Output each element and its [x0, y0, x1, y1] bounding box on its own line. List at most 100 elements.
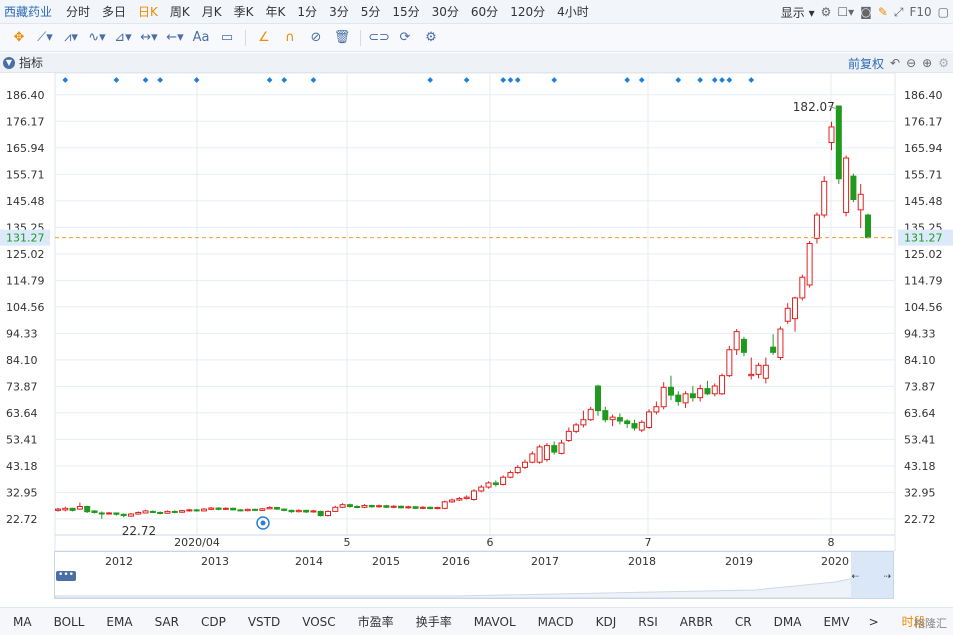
zoom-in-icon[interactable]: ⊕	[922, 56, 933, 70]
indicator-tab[interactable]: MA	[13, 614, 32, 629]
indicator-tab[interactable]: SAR	[154, 614, 179, 629]
period-segment-tab[interactable]: 时段	[901, 615, 926, 629]
time-navigator[interactable]: ••• ⇠ ⇢ 2012 2013 2014 2015 2016 2017 2018 2019…	[54, 551, 894, 599]
period-tab[interactable]: 30分	[431, 5, 459, 19]
square-icon[interactable]: ▢	[937, 5, 949, 19]
event-marker	[551, 77, 558, 83]
candle-body	[667, 386, 674, 396]
period-tab[interactable]: 周K	[169, 5, 190, 19]
indicator-tab[interactable]: MAVOL	[473, 614, 516, 629]
gear-icon[interactable]: ⚙	[425, 30, 437, 45]
indicator-tab[interactable]: VOSC	[302, 614, 336, 629]
candle-body	[587, 408, 594, 421]
period-tab[interactable]: 分时	[66, 5, 91, 19]
indicator-tab[interactable]: 市盈率	[357, 615, 394, 629]
display-dropdown[interactable]: 显示 ▾	[781, 4, 815, 21]
candle-body	[573, 424, 580, 432]
polyline-tool-icon[interactable]: ⩘▾	[64, 30, 78, 45]
y-tick-label-left: 32.95	[6, 486, 38, 499]
link-icon[interactable]: ⊂⊃	[368, 30, 390, 45]
indicator-tab[interactable]: MACD	[537, 614, 574, 629]
fib-tool-icon[interactable]: ⊿▾	[114, 30, 132, 45]
indicator-tab[interactable]: CDP	[200, 614, 226, 629]
indicator-tab[interactable]: KDJ	[595, 614, 617, 629]
y-tick-label-right: 53.41	[904, 433, 936, 446]
candle-body	[135, 511, 142, 515]
line-tool-icon[interactable]: ⟋▾	[37, 30, 53, 45]
comment-tool-icon[interactable]: ▭	[220, 30, 234, 45]
adjust-dropdown[interactable]: 前复权	[848, 56, 885, 71]
candle-body	[711, 385, 718, 395]
text-tool-icon[interactable]: Aa	[192, 30, 210, 45]
navigator-selection[interactable]	[851, 552, 893, 598]
current-price-box-left	[0, 229, 50, 246]
candle-body	[558, 442, 565, 454]
period-tab[interactable]: 120分	[510, 5, 546, 19]
navigator-handle-left[interactable]: •••	[56, 571, 76, 581]
camera-icon[interactable]: ◙	[860, 5, 872, 19]
range-tool-icon[interactable]: ↔▾	[140, 30, 158, 45]
navigator-year-label: 2012	[105, 555, 133, 568]
color-box-icon[interactable]: ☐▾	[837, 5, 855, 19]
candle-body	[179, 510, 186, 513]
magnet-icon[interactable]: ∩	[285, 30, 295, 45]
more-indicators-arrow[interactable]: >	[868, 614, 879, 629]
period-tab[interactable]: 3分	[329, 5, 349, 19]
arrow-tool-icon[interactable]: ←▾	[166, 30, 184, 45]
sync-icon[interactable]: ⟳	[399, 30, 411, 45]
candle-body	[719, 375, 726, 395]
navigator-sparkline	[55, 577, 893, 598]
indicator-tab[interactable]: EMA	[106, 614, 133, 629]
candlestick-chart[interactable]: 186.40 186.40 176.17 176.17 165.94 165.94 155.…	[0, 73, 953, 551]
candle-body	[441, 501, 448, 509]
zoom-out-icon[interactable]: ⊖	[906, 56, 917, 70]
y-tick-label-right: 84.10	[904, 354, 936, 367]
wave-tool-icon[interactable]: ∿▾	[88, 30, 106, 45]
candle-body	[295, 509, 302, 513]
period-tab[interactable]: 日K	[138, 5, 158, 19]
current-price-label-left: 131.27	[6, 232, 45, 245]
pencil-icon[interactable]: ✎	[877, 5, 888, 19]
f10-button[interactable]: F10	[909, 5, 932, 19]
y-tick-label-left: 22.72	[6, 513, 38, 526]
period-tab[interactable]: 1分	[297, 5, 318, 19]
trash-icon[interactable]: 🗑	[333, 30, 351, 45]
period-tab[interactable]: 4小时	[557, 5, 589, 19]
settings-icon[interactable]: ⚙	[938, 56, 949, 70]
navigator-year-label: 2016	[442, 555, 470, 568]
period-tab[interactable]: 季K	[233, 5, 254, 19]
period-tab[interactable]: 多日	[102, 5, 127, 19]
plot-area	[54, 73, 896, 551]
hide-icon[interactable]: ⊘	[310, 30, 322, 45]
ruler-icon[interactable]: ∠	[258, 30, 270, 45]
stock-name[interactable]: 西藏药业	[4, 5, 53, 19]
candle-body	[536, 446, 543, 463]
period-tab[interactable]: 年K	[265, 5, 286, 19]
indicator-tab[interactable]: 换手率	[415, 615, 452, 629]
indicator-tab[interactable]: CR	[734, 614, 752, 629]
left-arrow-icon[interactable]: ⇠	[851, 572, 859, 582]
indicator-tab[interactable]: DMA	[773, 614, 802, 629]
settings-icon[interactable]: ⚙	[820, 5, 832, 19]
collapse-icon[interactable]: ▼	[3, 56, 15, 69]
max-price-pointer	[828, 105, 837, 110]
move-cross-icon[interactable]: ✥	[13, 30, 25, 45]
event-icon-dot	[260, 520, 266, 526]
indicator-tab[interactable]: BOLL	[53, 614, 85, 629]
indicator-tab[interactable]: ARBR	[679, 614, 713, 629]
y-tick-label-left: 53.41	[6, 433, 38, 446]
period-tab[interactable]: 5分	[360, 5, 381, 19]
indicator-tab[interactable]: EMV	[823, 614, 850, 629]
right-arrow-icon[interactable]: ⇢	[883, 572, 891, 582]
event-marker	[719, 77, 725, 83]
period-tab[interactable]: 15分	[392, 5, 420, 19]
fullscreen-icon[interactable]: ⤢	[893, 4, 904, 19]
candle-body	[230, 507, 237, 511]
candle-body	[543, 445, 550, 461]
event-marker	[748, 77, 755, 83]
indicator-tab[interactable]: RSI	[638, 614, 658, 629]
period-tab[interactable]: 月K	[201, 5, 222, 19]
period-tab[interactable]: 60分	[470, 5, 499, 19]
indicator-tab[interactable]: VSTD	[247, 614, 281, 629]
undo-icon[interactable]: ↶	[890, 56, 901, 70]
